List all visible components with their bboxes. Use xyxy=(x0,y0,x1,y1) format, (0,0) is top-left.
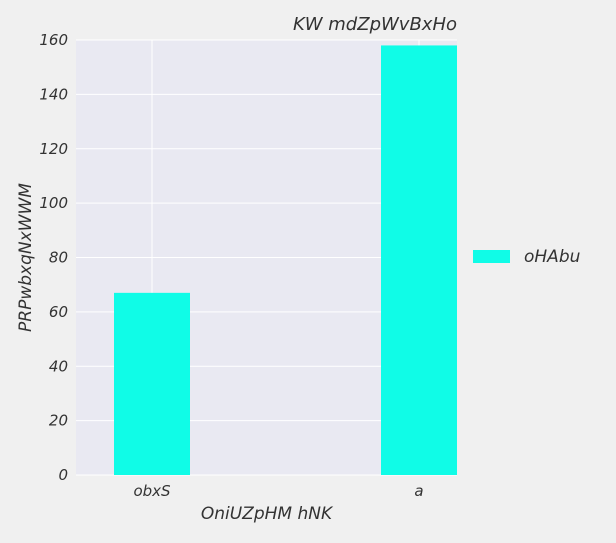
x-tick-label: obxS xyxy=(133,482,171,500)
x-axis-ticks: obxS a xyxy=(133,482,423,500)
x-tick-label: a xyxy=(414,482,423,500)
y-tick-label: 20 xyxy=(49,412,68,430)
bars xyxy=(114,45,457,475)
y-tick-label: 100 xyxy=(39,194,68,212)
y-tick-label: 120 xyxy=(39,140,68,158)
bar-a xyxy=(381,45,457,475)
chart-title: KW mdZpWvBxHo xyxy=(293,14,457,35)
x-axis-label: OniUZpHM hNK xyxy=(201,504,334,524)
y-axis-ticks: 0 20 40 60 80 100 120 140 160 xyxy=(39,31,68,484)
y-tick-label: 80 xyxy=(49,249,68,267)
y-axis-label: PRPwbxqNxWWM xyxy=(16,183,36,332)
legend-swatch xyxy=(473,250,510,263)
y-tick-label: 160 xyxy=(39,31,68,49)
y-tick-label: 140 xyxy=(39,85,68,103)
legend: oHAbu xyxy=(473,247,581,267)
y-tick-label: 0 xyxy=(58,466,68,484)
y-tick-label: 40 xyxy=(49,357,68,375)
bar-obxS xyxy=(114,292,190,475)
legend-label: oHAbu xyxy=(524,247,581,267)
y-tick-label: 60 xyxy=(49,303,68,321)
